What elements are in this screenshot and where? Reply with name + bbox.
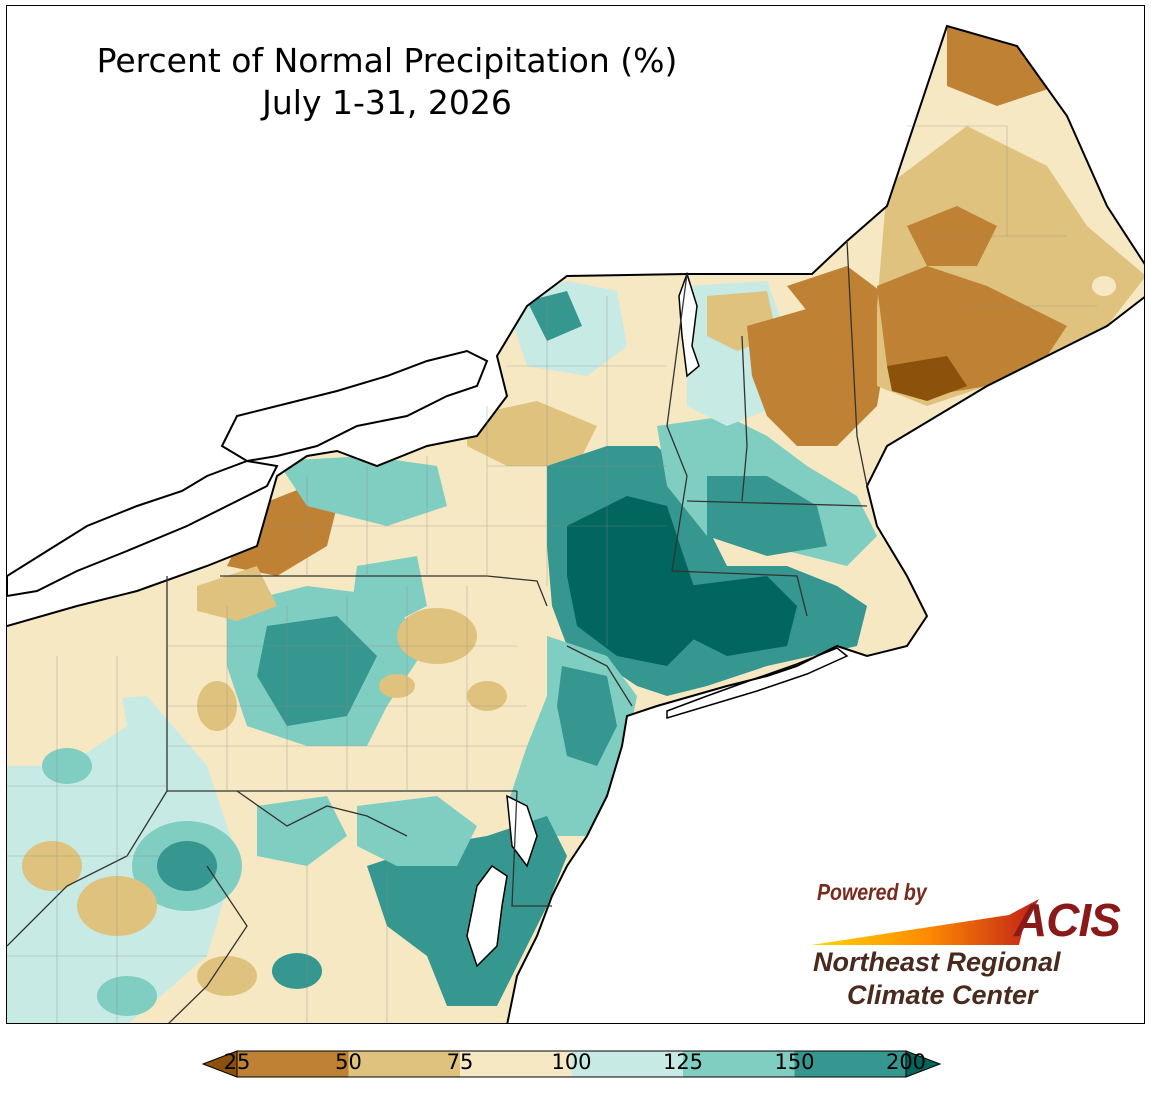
long-island-sound	[666, 647, 849, 720]
lake-ontario	[220, 349, 489, 463]
county-lines	[7, 125, 1097, 1023]
colorbar-tick-label: 50	[335, 1050, 362, 1074]
org-name-line2: Climate Center	[847, 980, 1038, 1010]
colorbar-tick-label: 200	[885, 1050, 927, 1074]
lake-erie	[7, 459, 279, 598]
coastline	[7, 24, 1144, 1023]
colorbar-bin-50-75	[348, 1051, 460, 1077]
colorbar-tick-label: 75	[446, 1050, 474, 1074]
colorbar-frame	[236, 1050, 907, 1078]
acis-swoosh-icon	[811, 899, 1039, 945]
colorbar-bin-125-150	[683, 1051, 795, 1077]
chesapeake-bay	[466, 864, 508, 968]
map-panel: Percent of Normal Precipitation (%) July…	[6, 5, 1145, 1024]
precipitation-map	[7, 24, 1144, 1023]
colorbar-bin-100-125	[571, 1051, 683, 1077]
powered-by-text: Powered by	[817, 879, 927, 905]
colorbar-tick-label: 25	[223, 1050, 251, 1074]
map-subtitle: July 1-31, 2026	[262, 83, 512, 122]
state-boundaries	[7, 240, 868, 1023]
map-title: Percent of Normal Precipitation (%)	[96, 41, 678, 80]
colorbar-tick-label: 150	[774, 1050, 815, 1074]
colorbar-bin-25-50	[237, 1051, 349, 1077]
colorbar	[201, 1050, 942, 1078]
colorbar-bin-150-200	[794, 1051, 906, 1077]
colorbar-bin-75-100	[460, 1051, 572, 1077]
colorbar-tick-label: 100	[551, 1050, 592, 1074]
org-name-line1: Northeast Regional	[813, 947, 1061, 977]
credit-logo: Powered by ACIS Northeast Regional Clima…	[809, 879, 1129, 1019]
acis-logo-text: ACIS	[1014, 894, 1121, 946]
colorbar-tick-label: 125	[662, 1050, 704, 1074]
